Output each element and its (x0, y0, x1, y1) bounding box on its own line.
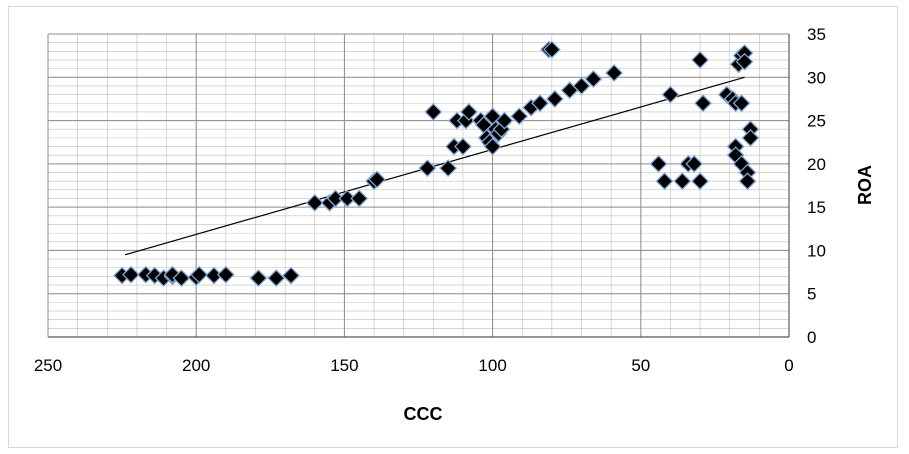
data-point (655, 172, 674, 191)
y-tick-label: 5 (807, 285, 816, 304)
data-point (305, 193, 324, 212)
data-point (338, 189, 357, 208)
data-point (122, 265, 140, 284)
data-point (249, 269, 268, 288)
data-point (326, 189, 345, 208)
data-point (673, 172, 692, 191)
x-tick-label: 150 (330, 356, 358, 375)
data-point (190, 265, 209, 284)
data-point (572, 77, 591, 95)
chart-area: 250 200 150 100 50 0 0 5 10 15 20 25 30 35 CCC ROA (8, 6, 898, 448)
data-point (459, 102, 478, 121)
x-tick-label: 250 (34, 356, 62, 375)
data-point (605, 64, 624, 82)
data-point (510, 107, 529, 126)
data-point (454, 137, 472, 156)
data-point (350, 189, 369, 208)
y-tick-label: 30 (807, 68, 826, 87)
data-point (685, 154, 704, 173)
data-point (483, 137, 502, 156)
tick-labels: 250 200 150 100 50 00 5 10 15 20 25 30 35 (34, 25, 826, 375)
x-tick-label: 50 (631, 356, 650, 375)
y-tick-label: 35 (807, 25, 826, 44)
y-tick-label: 15 (807, 198, 826, 217)
data-point (531, 94, 549, 113)
data-point (738, 172, 757, 191)
data-point (495, 111, 514, 130)
data-points (113, 40, 760, 288)
data-point (542, 40, 561, 59)
data-point (418, 159, 437, 178)
data-point (424, 102, 443, 121)
x-tick-label: 100 (478, 356, 506, 375)
y-tick-label: 20 (807, 155, 826, 174)
data-point (368, 170, 386, 189)
data-point (267, 269, 286, 288)
y-tick-label: 10 (807, 241, 826, 260)
x-tick-label: 200 (182, 356, 210, 375)
data-point (732, 94, 751, 113)
trendline (124, 76, 745, 256)
data-point (172, 269, 191, 288)
y-tick-label: 25 (807, 112, 826, 131)
data-point (741, 128, 760, 147)
y-axis-title: ROA (855, 165, 875, 205)
data-point (691, 51, 709, 69)
data-point (735, 52, 754, 71)
data-point (282, 266, 300, 285)
data-point (661, 85, 680, 104)
data-point (216, 265, 235, 284)
data-point (439, 159, 458, 178)
x-axis-title: CCC (404, 404, 443, 424)
data-point (691, 172, 709, 191)
data-point (694, 94, 712, 113)
data-point (545, 90, 564, 108)
data-point (649, 154, 668, 173)
x-tick-label: 0 (784, 356, 793, 375)
data-point (584, 70, 603, 88)
scatter-plot: 250 200 150 100 50 00 5 10 15 20 25 30 35 CCC ROA (34, 25, 875, 424)
trendline-layer (124, 76, 745, 256)
y-tick-label: 0 (807, 328, 816, 347)
